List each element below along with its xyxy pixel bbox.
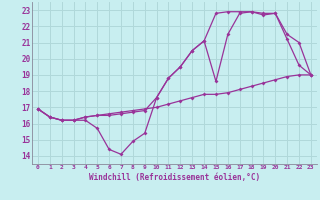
- X-axis label: Windchill (Refroidissement éolien,°C): Windchill (Refroidissement éolien,°C): [89, 173, 260, 182]
